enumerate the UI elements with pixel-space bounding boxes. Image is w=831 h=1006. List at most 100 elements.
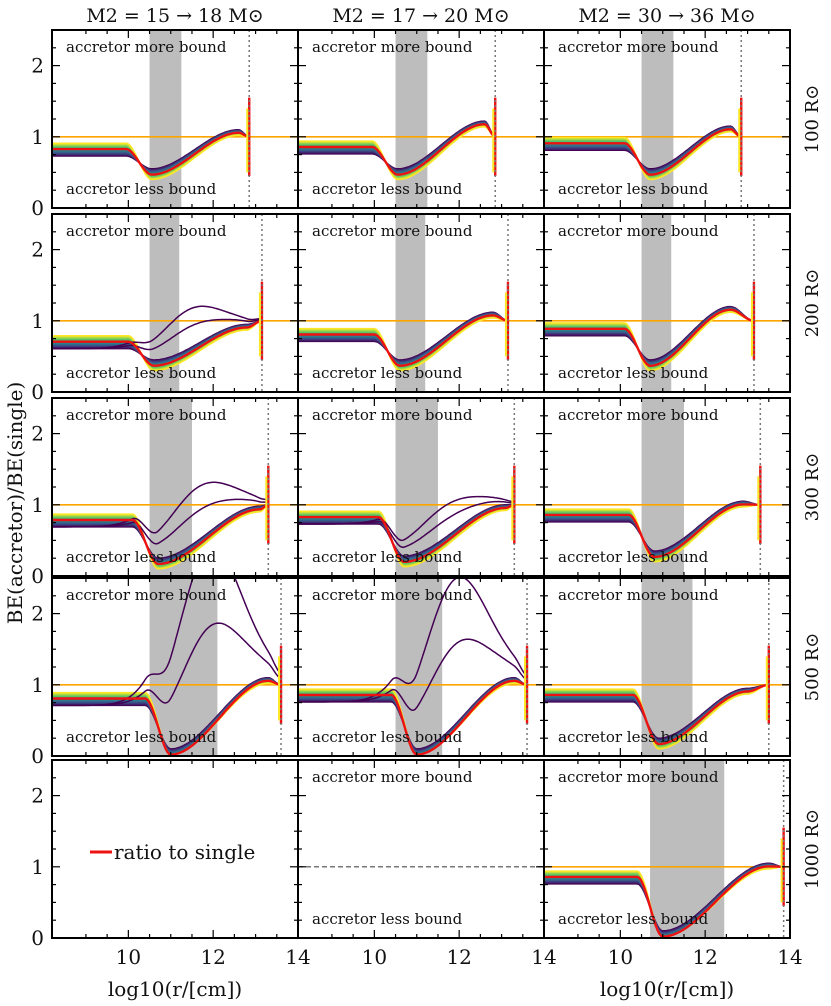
annotation-more-bound: accretor more bound	[558, 586, 719, 604]
annotation-less-bound: accretor less bound	[312, 548, 463, 566]
shaded-region	[641, 578, 693, 756]
annotation-more-bound: accretor more bound	[312, 406, 473, 424]
ratio-line	[52, 319, 262, 367]
x-tick-label: 12	[200, 945, 225, 969]
y-tick-label: 0	[31, 744, 44, 768]
annotation-less-bound: accretor less bound	[312, 364, 463, 382]
panel-3-2	[544, 578, 790, 756]
series-line	[52, 320, 262, 372]
series-line	[298, 317, 507, 372]
x-tick-label: 12	[692, 945, 717, 969]
annotation-more-bound: accretor more bound	[66, 38, 227, 56]
y-tick-label: 1	[31, 673, 44, 697]
ratio-line	[544, 127, 742, 176]
series-line-bump	[298, 638, 528, 711]
shaded-region	[650, 760, 725, 938]
ratio-line	[52, 679, 282, 756]
shaded-region	[149, 398, 192, 576]
y-tick-label: 2	[31, 422, 44, 446]
series-line	[298, 126, 496, 181]
annotation-more-bound: accretor more bound	[312, 222, 473, 240]
y-tick-label: 0	[31, 380, 44, 404]
annotation-less-bound: accretor less bound	[66, 364, 217, 382]
y-tick-label: 2	[31, 784, 44, 808]
shaded-region	[395, 398, 438, 576]
series-line-bump	[52, 622, 282, 707]
y-tick-label: 1	[31, 493, 44, 517]
y-tick-label: 2	[31, 54, 44, 78]
ratio-line	[298, 122, 496, 176]
ratio-line	[52, 131, 250, 176]
x-tick-label: 14	[531, 945, 556, 969]
row-label: 100 R⊙	[802, 85, 823, 154]
annotation-more-bound: accretor more bound	[558, 38, 719, 56]
column-title: M2 = 30 → 36 M⊙	[578, 5, 755, 27]
panel-1-2	[544, 214, 790, 392]
panel-2-0	[52, 398, 298, 576]
panel-2-1	[298, 398, 544, 576]
annotation-more-bound: accretor more bound	[312, 38, 473, 56]
annotation-more-bound: accretor more bound	[558, 768, 719, 786]
panel-3-1	[298, 578, 544, 756]
annotation-less-bound: accretor less bound	[66, 180, 217, 198]
ratio-line	[52, 503, 269, 566]
panel-0-2	[544, 30, 790, 208]
x-axis-title: log10(r/[cm])	[600, 977, 734, 1001]
row-label: 300 R⊙	[802, 453, 823, 522]
panel-4-2	[544, 760, 790, 938]
panel-3-0	[52, 578, 298, 756]
panel-1-0	[52, 214, 298, 392]
x-tick-label: 14	[777, 945, 802, 969]
legend-label: ratio to single	[114, 840, 255, 864]
annotation-less-bound: accretor less bound	[558, 180, 709, 198]
annotation-more-bound: accretor more bound	[558, 222, 719, 240]
annotation-less-bound: accretor less bound	[312, 728, 463, 746]
x-tick-label: 10	[116, 945, 141, 969]
series-line	[298, 504, 514, 568]
panel-0-0	[52, 30, 298, 208]
annotation-more-bound: accretor more bound	[66, 586, 227, 604]
y-tick-label: 1	[31, 125, 44, 149]
ratio-line	[544, 865, 784, 938]
column-title: M2 = 17 → 20 M⊙	[332, 5, 509, 27]
column-title: M2 = 15 → 18 M⊙	[86, 5, 263, 27]
y-axis-title: BE(accretor)/BE(single)	[3, 382, 27, 624]
ratio-line	[298, 503, 514, 564]
annotation-less-bound: accretor less bound	[66, 728, 217, 746]
panel-0-1	[298, 30, 544, 208]
y-tick-label: 0	[31, 926, 44, 950]
annotation-less-bound: accretor less bound	[558, 364, 709, 382]
row-label: 500 R⊙	[802, 633, 823, 702]
y-tick-label: 0	[31, 196, 44, 220]
annotation-less-bound: accretor less bound	[312, 180, 463, 198]
panel-2-2	[544, 398, 790, 576]
series-line	[544, 684, 769, 750]
ratio-line	[544, 308, 753, 368]
panel-1-1	[298, 214, 544, 392]
ratio-line	[544, 683, 769, 746]
annotation-more-bound: accretor more bound	[66, 222, 227, 240]
annotation-more-bound: accretor more bound	[312, 768, 473, 786]
ratio-line	[298, 679, 528, 756]
ratio-line	[298, 314, 508, 367]
annotation-more-bound: accretor more bound	[312, 586, 473, 604]
series-line	[52, 504, 268, 570]
series-line-bump	[52, 318, 261, 351]
y-tick-label: 2	[31, 602, 44, 626]
annotation-more-bound: accretor more bound	[558, 406, 719, 424]
annotation-less-bound: accretor less bound	[312, 910, 463, 928]
row-label: 200 R⊙	[802, 269, 823, 338]
annotation-less-bound: accretor less bound	[558, 548, 709, 566]
series-line	[544, 131, 742, 181]
ratio-line	[544, 503, 760, 559]
series-line	[544, 311, 753, 372]
y-tick-label: 1	[31, 855, 44, 879]
series-line	[52, 134, 249, 181]
annotation-less-bound: accretor less bound	[66, 548, 217, 566]
y-tick-label: 1	[31, 309, 44, 333]
annotation-more-bound: accretor more bound	[66, 406, 227, 424]
x-tick-label: 14	[285, 945, 310, 969]
x-axis-title: log10(r/[cm])	[108, 977, 242, 1001]
x-tick-label: 10	[608, 945, 633, 969]
